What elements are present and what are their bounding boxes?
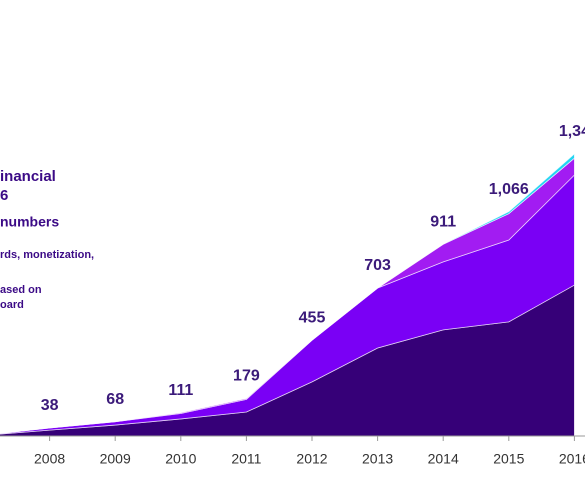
annotation: numbers: [0, 214, 59, 230]
annotation: oard: [0, 299, 24, 311]
annotation: 6: [0, 187, 8, 204]
total-label: 111: [168, 382, 193, 399]
annotation: inancial: [0, 168, 56, 185]
total-label: 703: [364, 257, 391, 274]
x-tick-label: 2016: [559, 451, 585, 467]
total-label: 179: [233, 368, 260, 385]
total-label: 1,066: [489, 181, 529, 198]
annotation: rds, monetization,: [0, 249, 94, 261]
total-label: 911: [430, 213, 456, 230]
x-tick-label: 2013: [362, 451, 393, 467]
total-label: 68: [106, 391, 124, 408]
x-tick-label: 2008: [34, 451, 65, 467]
x-tick-label: 2010: [165, 451, 196, 467]
x-tick-label: 2015: [493, 451, 524, 467]
x-tick-label: 2011: [231, 451, 261, 467]
total-label: 38: [41, 397, 59, 414]
x-tick-label: 2012: [296, 451, 327, 467]
total-label: 1,34: [559, 123, 585, 140]
total-label: 455: [299, 309, 326, 326]
area: [0, 153, 575, 434]
x-tick-label: 2009: [100, 451, 131, 467]
annotation: ased on: [0, 284, 42, 296]
x-tick-label: 2014: [428, 451, 459, 467]
